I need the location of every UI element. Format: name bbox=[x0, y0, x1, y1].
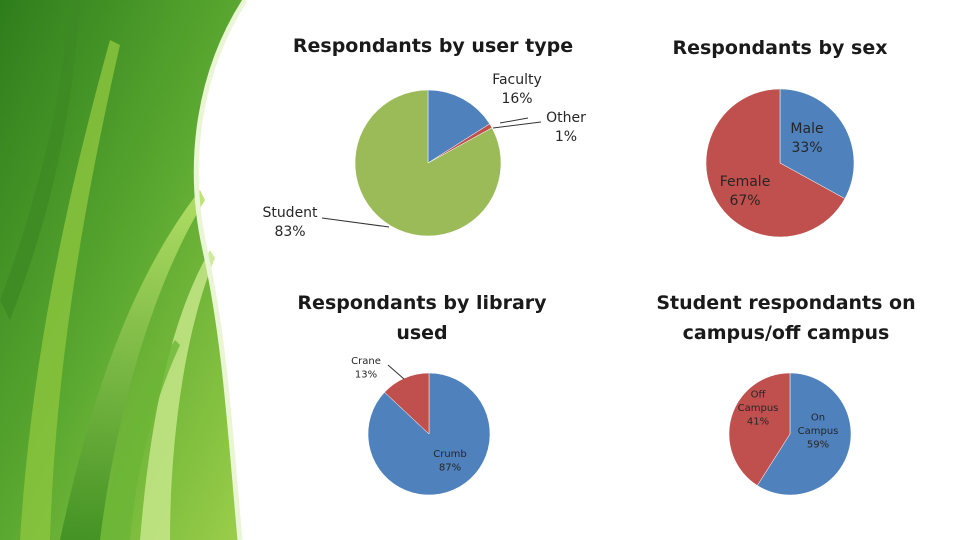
pie-slice-crane bbox=[384, 372, 430, 435]
data-label-female: Female 67% bbox=[720, 174, 771, 209]
pie-slice-off-campus bbox=[728, 372, 791, 486]
pie-slice-faculty bbox=[427, 89, 490, 164]
leader-line bbox=[499, 117, 529, 124]
pie-slice-female bbox=[705, 88, 846, 238]
pie-slice-on-campus bbox=[756, 372, 852, 496]
data-label-off-campus: Off Campus 41% bbox=[738, 390, 779, 428]
chart-title-library: Respondants by library used bbox=[297, 292, 547, 344]
pie-slice-student bbox=[354, 89, 502, 237]
chart-title-campus: Student respondants on campus/off campus bbox=[656, 292, 916, 344]
pie-slice-male bbox=[779, 88, 855, 199]
chart-title-user-type: Respondants by user type bbox=[292, 35, 574, 57]
leader-line bbox=[387, 364, 405, 380]
data-label-faculty: Faculty 16% bbox=[492, 72, 542, 107]
data-label-male: Male 33% bbox=[790, 121, 823, 156]
data-label-crane: Crane 13% bbox=[351, 356, 381, 381]
chart-title-sex: Respondants by sex bbox=[672, 37, 888, 59]
data-label-crumb: Crumb 87% bbox=[433, 449, 467, 474]
grass-background-image bbox=[0, 0, 248, 540]
leader-line bbox=[321, 217, 390, 228]
data-label-student: Student 83% bbox=[262, 205, 318, 240]
leader-line bbox=[492, 121, 542, 129]
data-label-on-campus: On Campus 59% bbox=[798, 413, 839, 451]
data-label-other: Other 1% bbox=[546, 110, 586, 145]
